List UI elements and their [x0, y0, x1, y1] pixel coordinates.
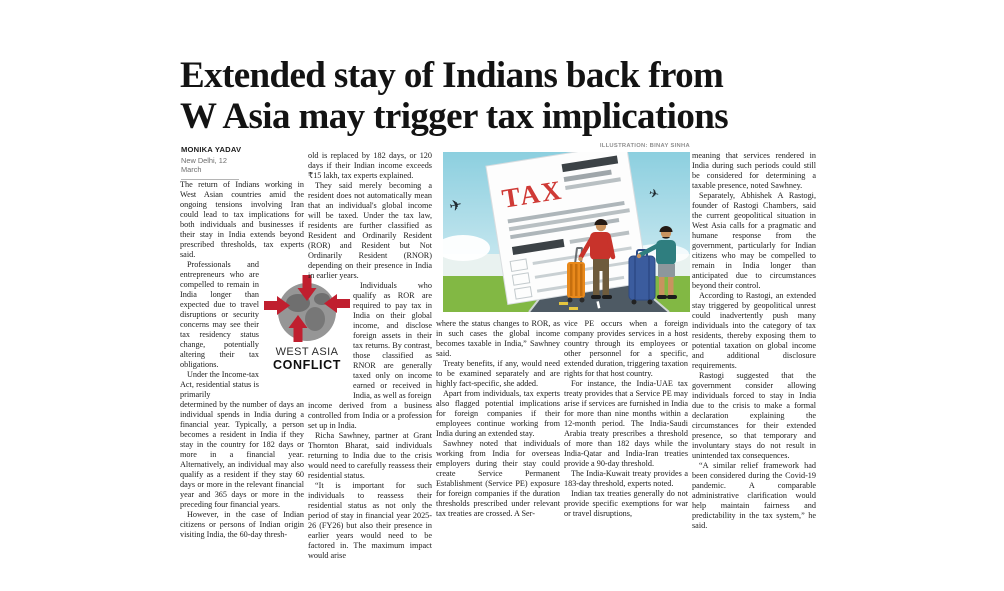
traveler-red-shirt	[578, 219, 616, 299]
west-asia-conflict-badge: WEST ASIA CONFLICT	[259, 275, 355, 372]
paragraph: “It is important for such individuals to…	[308, 481, 432, 560]
column-block: The return of Indians working in West As…	[180, 180, 304, 260]
road-yellow-mark	[569, 307, 578, 310]
paragraph: The India-Kuwait treaty provides a 183-d…	[564, 469, 688, 488]
text-column-1: The return of Indians working in West As…	[180, 180, 304, 540]
text-column-5: meaning that services rendered in India …	[692, 151, 816, 531]
airplane-icon: ✈	[447, 195, 464, 216]
document-line	[510, 217, 620, 240]
tax-document: TAX	[485, 152, 649, 305]
paragraph: Under the Income-tax Act, residential st…	[180, 370, 259, 399]
paragraph: However, in the case of Indian citizens …	[180, 510, 304, 539]
column-block-wrap-around-badge: Professionals and entrepreneurs who are …	[180, 260, 259, 400]
paragraph: Separately, Abhishek A Rastogi, founder …	[692, 191, 816, 290]
document-line	[565, 177, 621, 190]
paragraph: “A similar relief framework had been con…	[692, 461, 816, 530]
road-yellow-mark	[559, 302, 568, 305]
column-block: determined by the number of days an indi…	[180, 400, 304, 540]
cloud	[443, 235, 490, 261]
column-block: old is replaced by 182 days, or 120 days…	[308, 151, 432, 281]
document-line	[507, 200, 625, 224]
traveler-teal-shirt	[636, 226, 677, 299]
globe-arrows-icon	[264, 275, 350, 342]
paragraph: meaning that services rendered in India …	[692, 151, 816, 190]
document-dark-bar	[561, 155, 619, 173]
text-column-2: old is replaced by 182 days, or 120 days…	[308, 151, 432, 561]
paragraph: They said merely becoming a resident doe…	[308, 181, 432, 280]
paragraph: Professionals and entrepreneurs who are …	[180, 260, 259, 369]
byline: MONIKA YADAV New Delhi, 12 March	[181, 145, 305, 180]
paragraph: Richa Sawhney, partner at Grant Thornton…	[308, 431, 432, 480]
column-block-wrap-around-badge: Individuals who qualify as ROR are requi…	[353, 281, 432, 401]
paragraph: Sawhney noted that individuals working f…	[436, 439, 560, 518]
headline-line-1: Extended stay of Indians back from	[180, 55, 724, 96]
paragraph: vice PE occurs when a foreign company pr…	[564, 319, 688, 378]
airplane-icon: ✈	[648, 186, 661, 202]
badge-line-1: WEST ASIA	[275, 346, 339, 358]
paragraph: The return of Indians working in West As…	[180, 180, 304, 259]
document-line	[563, 169, 612, 183]
document-line	[508, 208, 630, 232]
paragraph: Indian tax treaties generally do not pro…	[564, 489, 688, 518]
document-dark-bar	[511, 238, 565, 255]
illustration-credit: ILLUSTRATION: BINAY SINHA	[599, 143, 690, 149]
column-block: income derived from a business controlle…	[308, 401, 432, 561]
text-column-3: where the status changes to ROR, as in s…	[436, 319, 560, 519]
paragraph: Apart from individuals, tax experts also…	[436, 389, 560, 438]
column-block: where the status changes to ROR, as in s…	[436, 319, 560, 519]
paragraph: According to Rastogi, an extended stay t…	[692, 291, 816, 370]
text-column-4: vice PE occurs when a foreign company pr…	[564, 319, 688, 519]
paragraph: where the status changes to ROR, as in s…	[436, 319, 560, 358]
form-box	[511, 272, 531, 286]
paragraph: determined by the number of days an indi…	[180, 400, 304, 509]
byline-author: MONIKA YADAV	[181, 145, 242, 154]
byline-dateline: New Delhi, 12 March	[181, 156, 239, 180]
form-box	[509, 258, 529, 272]
paragraph: old is replaced by 182 days, or 120 days…	[308, 151, 432, 180]
paragraph: Individuals who qualify as ROR are requi…	[353, 281, 432, 400]
paragraph: Treaty benefits, if any, would need to b…	[436, 359, 560, 388]
paragraph: income derived from a business controlle…	[308, 401, 432, 430]
badge-line-2: CONFLICT	[273, 358, 341, 372]
suitcase-orange	[567, 247, 585, 303]
paragraph: For instance, the India-UAE tax treaty p…	[564, 379, 688, 468]
form-box	[513, 286, 533, 300]
column-block: meaning that services rendered in India …	[692, 151, 816, 531]
headline-line-2: W Asia may trigger tax implications	[180, 96, 729, 137]
paragraph: Rastogi suggested that the government co…	[692, 371, 816, 460]
headline: Extended stay of Indians back from W Asi…	[180, 55, 830, 137]
tax-travel-illustration: TAX ✈ ✈	[443, 152, 690, 312]
column-block: vice PE occurs when a foreign company pr…	[564, 319, 688, 519]
suitcase-blue	[628, 249, 656, 305]
illustration-canvas: TAX ✈ ✈	[443, 152, 690, 312]
